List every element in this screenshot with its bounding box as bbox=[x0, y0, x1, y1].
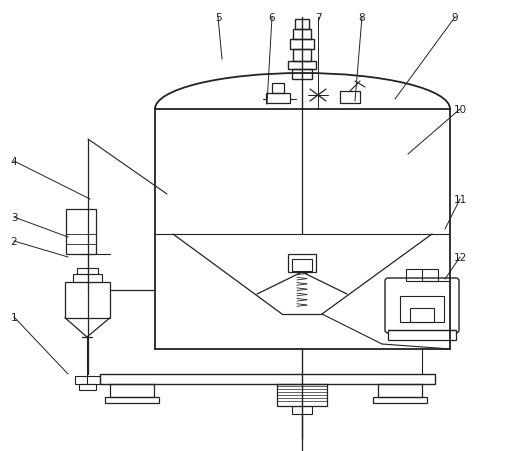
Text: 1: 1 bbox=[11, 312, 17, 322]
Text: 3: 3 bbox=[11, 212, 17, 222]
Bar bbox=[410, 308, 434, 322]
Bar bbox=[292, 259, 312, 272]
Bar bbox=[378, 384, 422, 397]
Bar bbox=[293, 30, 311, 40]
Bar bbox=[340, 92, 360, 104]
Bar bbox=[75, 376, 100, 384]
Text: 4: 4 bbox=[11, 156, 17, 166]
Bar bbox=[295, 20, 309, 30]
Bar bbox=[292, 70, 312, 80]
Bar bbox=[290, 40, 314, 50]
Bar bbox=[100, 374, 435, 384]
Bar bbox=[277, 384, 327, 406]
Bar bbox=[266, 94, 290, 104]
Text: 12: 12 bbox=[454, 253, 467, 262]
Bar bbox=[77, 268, 98, 274]
Text: 6: 6 bbox=[269, 13, 275, 23]
Bar bbox=[292, 406, 312, 414]
Bar bbox=[373, 397, 427, 403]
Bar bbox=[293, 50, 311, 62]
Bar bbox=[288, 62, 316, 70]
Bar bbox=[65, 282, 110, 318]
Text: 2: 2 bbox=[11, 236, 17, 246]
Text: 5: 5 bbox=[215, 13, 221, 23]
Text: 8: 8 bbox=[359, 13, 365, 23]
Bar bbox=[110, 384, 154, 397]
Bar bbox=[105, 397, 159, 403]
Bar bbox=[400, 296, 444, 322]
Bar bbox=[73, 274, 102, 282]
Bar bbox=[406, 269, 438, 281]
Bar bbox=[66, 210, 96, 254]
Bar bbox=[288, 254, 316, 272]
Bar bbox=[272, 84, 284, 94]
Text: 11: 11 bbox=[454, 194, 467, 205]
Bar bbox=[388, 330, 456, 341]
Text: 9: 9 bbox=[451, 13, 458, 23]
Bar bbox=[79, 384, 96, 390]
Text: 10: 10 bbox=[454, 105, 467, 115]
Text: 7: 7 bbox=[315, 13, 322, 23]
